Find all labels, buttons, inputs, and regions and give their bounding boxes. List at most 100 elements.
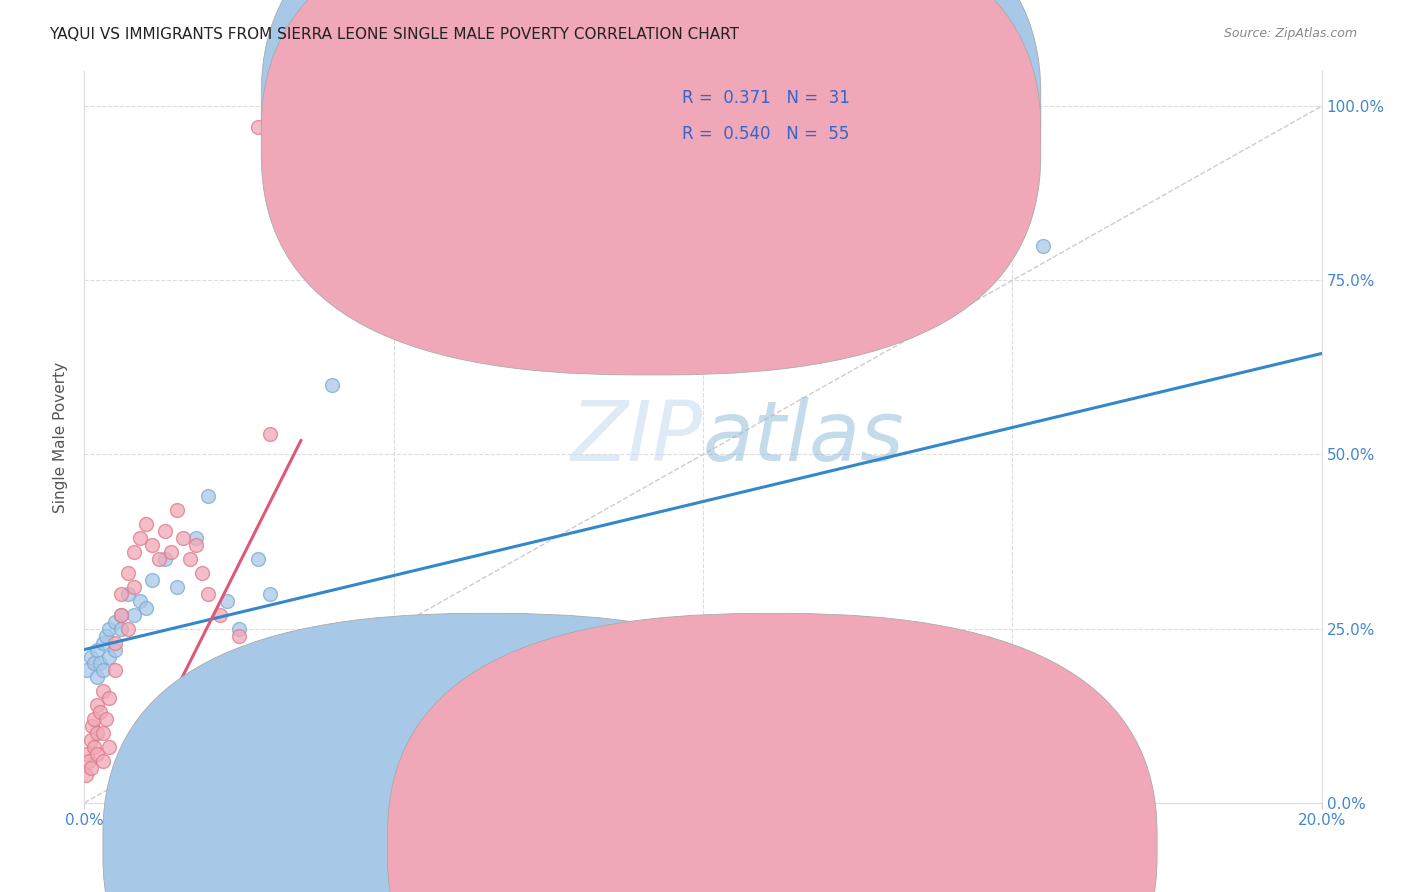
Point (197, 489, 219, 503)
Point (110, 622, 132, 636)
Text: Immigrants from Sierra Leone: Immigrants from Sierra Leone (801, 838, 1032, 853)
Point (89, 657, 111, 671)
Point (91, 635, 114, 649)
FancyBboxPatch shape (388, 614, 1157, 892)
Point (259, 670, 281, 684)
Point (184, 531, 207, 545)
Point (104, 635, 127, 649)
Point (290, 705, 312, 719)
Point (91, 684, 114, 698)
Point (98, 622, 121, 636)
Point (160, 545, 183, 559)
Point (135, 517, 157, 532)
Point (259, 587, 281, 601)
Point (1032, 238, 1054, 252)
Point (246, 649, 269, 664)
Text: YAQUI VS IMMIGRANTS FROM SIERRA LEONE SINGLE MALE POVERTY CORRELATION CHART: YAQUI VS IMMIGRANTS FROM SIERRA LEONE SI… (49, 27, 740, 42)
Point (259, 426, 281, 441)
Point (129, 531, 152, 545)
Point (122, 545, 145, 559)
Point (89, 705, 111, 719)
Point (117, 587, 139, 601)
Point (110, 587, 132, 601)
Point (104, 642, 127, 657)
Point (228, 622, 250, 636)
Point (153, 552, 176, 566)
Point (506, 781, 529, 796)
Point (228, 629, 250, 643)
Point (83, 712, 105, 726)
Text: ZIP: ZIP (571, 397, 703, 477)
Text: Source: ZipAtlas.com: Source: ZipAtlas.com (1223, 27, 1357, 40)
Point (630, 726, 652, 740)
Point (370, 754, 392, 768)
Point (76, 747, 98, 761)
Point (94, 712, 117, 726)
Point (86, 670, 108, 684)
Text: R =  0.371   N =  31: R = 0.371 N = 31 (682, 89, 849, 107)
Point (191, 566, 214, 580)
Point (172, 531, 194, 545)
Point (83, 740, 105, 755)
Point (91, 726, 114, 740)
Point (153, 524, 176, 538)
Point (333, 740, 356, 755)
Point (141, 538, 163, 552)
FancyBboxPatch shape (262, 0, 1040, 375)
Point (98, 649, 121, 664)
FancyBboxPatch shape (610, 75, 914, 174)
Point (129, 594, 152, 608)
Text: atlas: atlas (703, 397, 904, 477)
Point (110, 607, 132, 622)
Point (215, 594, 238, 608)
Point (321, 377, 343, 392)
Text: Yaqui: Yaqui (517, 838, 558, 853)
Point (122, 580, 145, 594)
Point (79, 761, 101, 775)
Point (413, 768, 436, 782)
Point (98, 740, 121, 755)
Point (104, 615, 127, 629)
Point (79, 733, 101, 747)
FancyBboxPatch shape (262, 0, 1040, 340)
Point (104, 664, 127, 678)
Point (77, 754, 100, 768)
Point (179, 552, 201, 566)
Point (246, 120, 269, 134)
FancyBboxPatch shape (103, 614, 873, 892)
Point (91, 664, 114, 678)
Point (83, 657, 105, 671)
Point (91, 754, 114, 768)
Point (352, 747, 374, 761)
Point (308, 719, 330, 733)
Y-axis label: Single Male Poverty: Single Male Poverty (53, 361, 69, 513)
Point (86, 726, 108, 740)
Point (148, 552, 170, 566)
Point (76, 664, 98, 678)
Point (75, 768, 97, 782)
Point (444, 775, 467, 789)
Point (141, 573, 163, 587)
Point (271, 684, 294, 698)
Point (135, 600, 157, 615)
Point (86, 642, 108, 657)
Point (98, 691, 121, 706)
Point (86, 747, 108, 761)
Point (94, 629, 117, 643)
Point (166, 503, 188, 517)
Point (166, 580, 188, 594)
Point (197, 587, 219, 601)
Point (321, 733, 343, 747)
Point (79, 649, 101, 664)
Point (117, 566, 139, 580)
Point (110, 607, 132, 622)
Point (184, 538, 207, 552)
Point (246, 552, 269, 566)
Point (117, 622, 139, 636)
Point (80, 719, 103, 733)
Point (209, 607, 232, 622)
Point (122, 607, 145, 622)
Text: R =  0.540   N =  55: R = 0.540 N = 55 (682, 125, 849, 143)
Point (382, 761, 405, 775)
Point (86, 698, 108, 713)
